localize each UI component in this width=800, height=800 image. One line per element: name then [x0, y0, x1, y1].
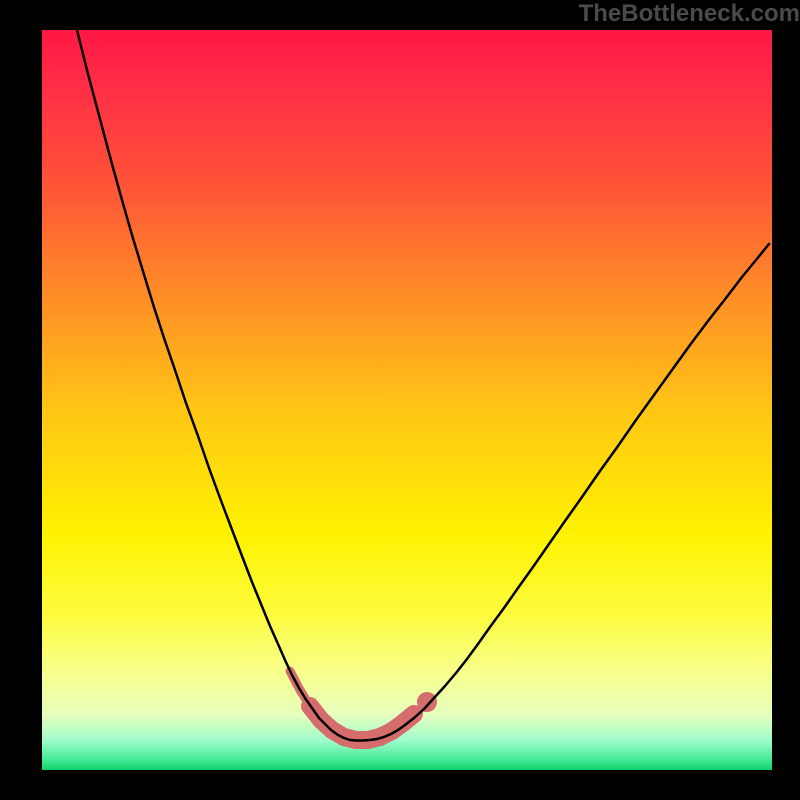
chart-canvas: TheBottleneck.com: [0, 0, 800, 800]
watermark-text: TheBottleneck.com: [554, 0, 800, 28]
bottleneck-curve: [0, 0, 800, 800]
